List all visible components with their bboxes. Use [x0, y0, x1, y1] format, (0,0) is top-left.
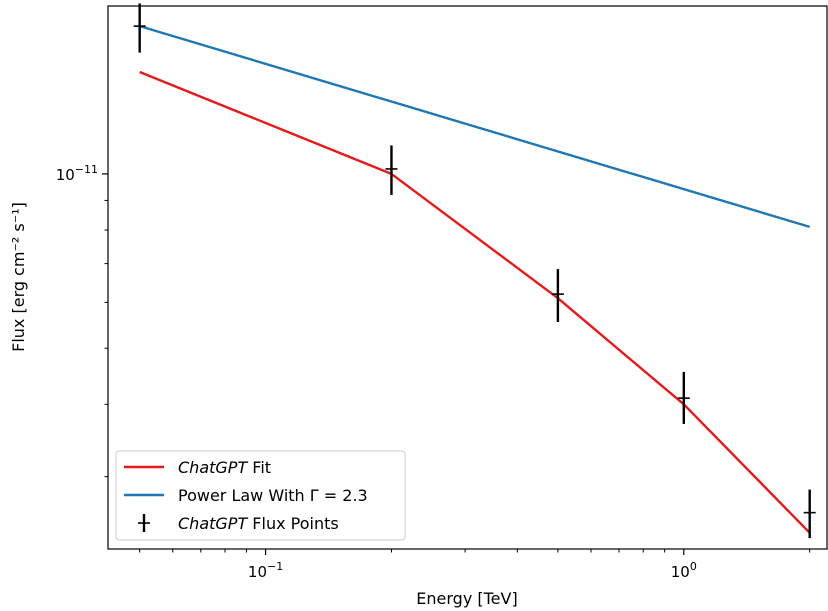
legend-label-text: Fit [247, 458, 271, 477]
legend-label-2: ChatGPT Flux Points [178, 514, 339, 533]
legend-label-italic: ChatGPT [178, 514, 248, 533]
y-tick-label-0-exponent: −11 [75, 163, 98, 176]
series-line-1 [139, 24, 811, 229]
x-tick-label-0-exponent: −1 [267, 560, 283, 573]
legend-label-text: Power Law With Γ = 2.3 [178, 486, 368, 505]
x-tick-label-0-base: 10 [248, 563, 267, 581]
legend-box [115, 450, 406, 541]
y-axis-label: Flux [erg cm⁻² s⁻¹] [9, 202, 28, 352]
series-layer [133, 3, 816, 539]
legend-handle-2 [138, 514, 150, 532]
x-tick-label-1-exponent: 0 [690, 560, 697, 573]
flux-point-4 [803, 489, 816, 539]
flux-point-3 [677, 371, 690, 424]
y-tick-label-0: 10−11 [56, 163, 98, 184]
x-tick-label-1: 100 [671, 560, 697, 581]
plot-frame [107, 5, 828, 550]
x-tick-label-1-base: 10 [671, 563, 690, 581]
x-tick-label-0: 10−1 [248, 560, 283, 581]
y-tick-label-0-base: 10 [56, 166, 75, 184]
flux-point-0 [133, 3, 146, 53]
legend-label-text: Flux Points [247, 514, 339, 533]
legend: ChatGPT Fit Power Law With Γ = 2.3 ChatGPT… [115, 450, 406, 541]
legend-label-1: Power Law With Γ = 2.3 [178, 486, 368, 505]
flux-point-2 [551, 269, 564, 322]
legend-label-0: ChatGPT Fit [178, 458, 271, 477]
flux-point-1 [385, 145, 398, 195]
x-axis-label: Energy [TeV] [416, 589, 517, 608]
legend-label-italic: ChatGPT [178, 458, 248, 477]
